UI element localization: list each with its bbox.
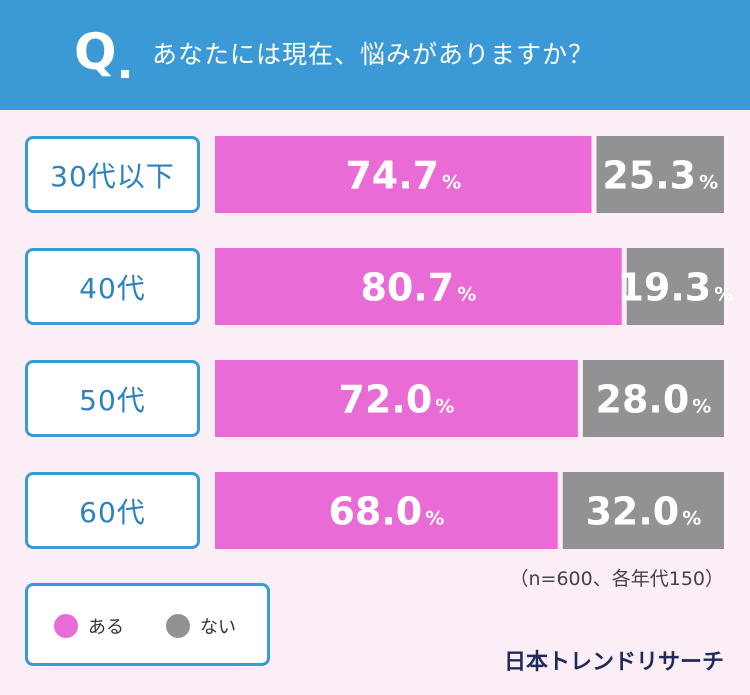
legend-item-nai: ない bbox=[166, 613, 236, 639]
category-label-30s-and-under: 30代以下 bbox=[25, 136, 200, 213]
category-label-40s: 40代 bbox=[25, 248, 200, 325]
data-label-nai-30s-and-under: 25.3% bbox=[602, 154, 718, 198]
legend-label-aru: ある bbox=[88, 617, 124, 638]
category-label-50s: 50代 bbox=[25, 360, 200, 437]
bar-nai-50s bbox=[582, 360, 724, 437]
bar-aru-40s bbox=[215, 248, 622, 325]
bar-nai-30s-and-under bbox=[596, 136, 724, 213]
category-label-60s: 60代 bbox=[25, 472, 200, 549]
legend-label-nai: ない bbox=[200, 617, 236, 638]
legend-swatch-nai bbox=[166, 614, 190, 638]
bar-nai-40s bbox=[626, 248, 724, 325]
q-mark: Q bbox=[74, 23, 117, 81]
bar-nai-60s bbox=[562, 472, 724, 549]
sample-size-note: （n=600、各年代150） bbox=[509, 568, 725, 590]
bar-aru-50s bbox=[215, 360, 578, 437]
data-label-aru-60s: 68.0% bbox=[328, 490, 444, 534]
brand-logo-text: 日本トレンドリサーチ bbox=[503, 650, 724, 675]
data-label-nai-50s: 28.0% bbox=[596, 378, 712, 422]
legend-swatch-aru bbox=[54, 614, 78, 638]
data-label-aru-40s: 80.7% bbox=[360, 266, 476, 310]
data-label-aru-50s: 72.0% bbox=[339, 378, 455, 422]
data-label-nai-60s: 32.0% bbox=[585, 490, 701, 534]
legend: ある ない bbox=[25, 583, 270, 666]
question-header: Q あなたには現在、悩みがありますか？ bbox=[0, 0, 750, 110]
bar-aru-60s bbox=[215, 472, 558, 549]
question-text: あなたには現在、悩みがありますか？ bbox=[152, 40, 595, 69]
legend-item-aru: ある bbox=[54, 613, 124, 639]
data-label-nai-40s: 19.3% bbox=[617, 266, 733, 310]
bar-aru-30s-and-under bbox=[215, 136, 592, 213]
q-dot-decoration bbox=[121, 70, 129, 78]
data-label-aru-30s-and-under: 74.7% bbox=[345, 154, 461, 198]
